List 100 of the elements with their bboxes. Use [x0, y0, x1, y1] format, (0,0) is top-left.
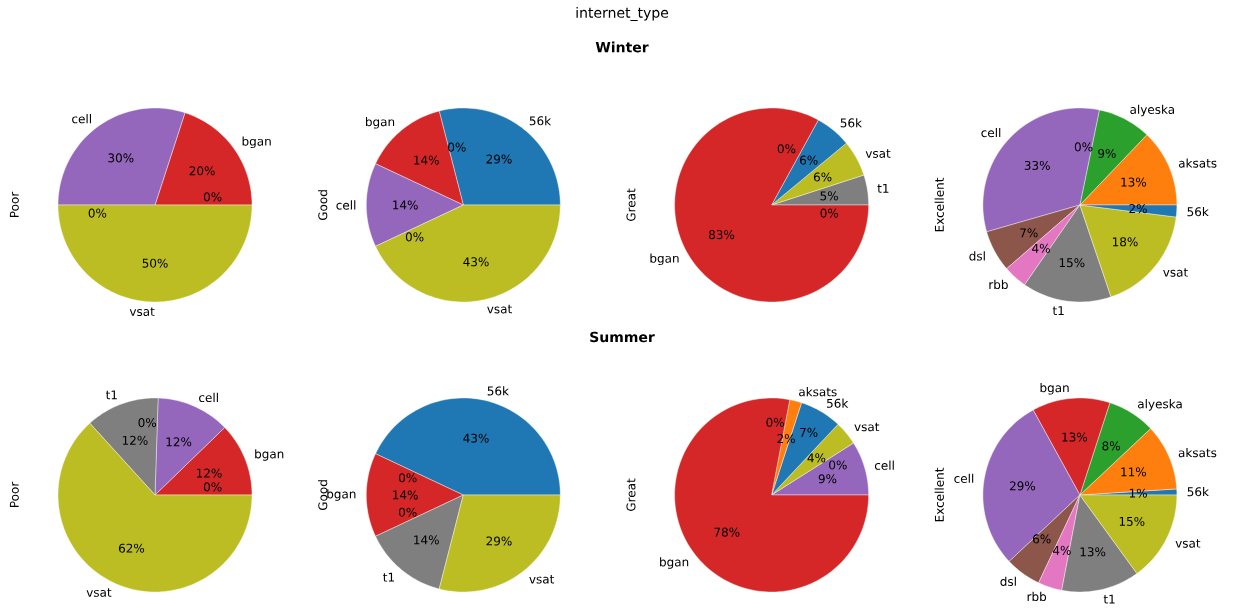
text: Great — [626, 478, 636, 512]
data-label: 4% — [1052, 545, 1071, 555]
slice-label: vsat — [529, 575, 555, 584]
slice-label: alyeska — [1130, 104, 1174, 117]
slice-label: bgan — [255, 449, 284, 461]
text: 0% — [405, 232, 424, 242]
data-label: 8% — [1102, 441, 1120, 451]
slice-label: bgan — [365, 116, 395, 129]
data-label: 6% — [800, 155, 818, 165]
slice-label: t1 — [105, 390, 117, 400]
data-label: 4% — [807, 453, 826, 463]
data-label: 14% — [393, 200, 418, 210]
text: Excellent — [934, 467, 944, 522]
slice-label: t1 — [1103, 594, 1115, 604]
data-label: 15% — [1059, 258, 1085, 268]
text: 0% — [203, 192, 222, 202]
data-label: 43% — [463, 257, 489, 267]
text: Good — [318, 480, 328, 511]
data-label: 12% — [122, 435, 148, 445]
data-label: 14% — [393, 490, 418, 500]
slice-label: cell — [981, 127, 1001, 138]
slice-label: vsat — [854, 422, 880, 432]
data-label: 50% — [142, 258, 168, 268]
text: 0% — [448, 142, 466, 152]
slice-label: bgan — [650, 253, 679, 266]
data-label: 6% — [1033, 534, 1051, 544]
slice-label: bgan — [660, 557, 689, 569]
text: 0% — [1074, 142, 1093, 152]
slice-label: 56k — [827, 398, 849, 408]
slice-label: bgan — [327, 489, 356, 501]
text: 0% — [829, 460, 847, 470]
text: 0% — [138, 418, 157, 428]
text: Poor — [9, 481, 19, 508]
slice-label: aksats — [1178, 447, 1217, 458]
slice-label: vsat — [865, 149, 891, 158]
data-label: 13% — [1080, 547, 1106, 557]
slice-label: cell — [72, 114, 91, 124]
data-label: 18% — [1112, 237, 1138, 247]
slice-label: cell — [874, 460, 894, 470]
slice-label: t1 — [877, 183, 889, 193]
text: Poor — [9, 191, 19, 218]
data-label: 43% — [463, 433, 489, 443]
data-label: 12% — [196, 468, 222, 478]
text: Great — [626, 188, 636, 222]
text: 0% — [820, 208, 839, 218]
slice-label: rbb — [1027, 591, 1047, 602]
data-label: 33% — [1024, 160, 1050, 171]
text: Winter — [595, 41, 649, 53]
data-label: 7% — [800, 427, 818, 437]
text: 0% — [777, 144, 796, 154]
slice-label: t1 — [383, 572, 394, 582]
data-label: 20% — [189, 166, 215, 176]
slice-label: aksats — [799, 387, 837, 397]
text: 0% — [88, 208, 107, 218]
data-label: 62% — [118, 543, 145, 553]
text: 0% — [203, 482, 222, 492]
slice-label: 56k — [1187, 206, 1209, 217]
data-label: 29% — [486, 536, 512, 546]
data-label: 29% — [1009, 481, 1036, 491]
data-label: 11% — [1121, 467, 1146, 477]
data-label: 12% — [166, 437, 192, 447]
slice-label: vsat — [1175, 539, 1201, 548]
slice-label: rbb — [989, 279, 1008, 290]
slice-label: alyeska — [1137, 399, 1182, 411]
text: 0% — [398, 473, 417, 483]
slice-label: vsat — [129, 307, 155, 316]
data-label: 9% — [1098, 148, 1116, 158]
slice-label: dsl — [969, 251, 985, 261]
slice-label: vsat — [1163, 268, 1188, 277]
data-label: 6% — [813, 172, 832, 182]
data-label: 9% — [818, 474, 837, 484]
data-label: 4% — [1032, 243, 1050, 253]
text: Summer — [590, 331, 655, 343]
data-label: 14% — [414, 535, 439, 545]
text: Good — [318, 190, 328, 221]
slice-label: cell — [954, 473, 974, 483]
slice-label: 56k — [840, 118, 862, 128]
text: Excellent — [934, 177, 944, 232]
data-label: 13% — [1062, 432, 1088, 442]
slice-label: bgan — [242, 136, 271, 149]
slice-label: t1 — [1052, 306, 1064, 316]
slice-label: cell — [199, 392, 218, 403]
slice-label: cell — [336, 200, 356, 210]
slice-label: vsat — [487, 304, 512, 314]
data-label: 13% — [1121, 177, 1147, 187]
data-label: 78% — [714, 527, 740, 537]
data-label: 83% — [709, 230, 735, 240]
slice-label: 56k — [487, 386, 509, 396]
data-label: 2% — [1129, 204, 1147, 214]
slice-label: dsl — [1000, 576, 1016, 586]
slice-label: aksats — [1178, 158, 1217, 168]
data-label: 5% — [820, 191, 838, 201]
slice-label: vsat — [86, 588, 112, 597]
data-label: 15% — [1119, 516, 1145, 526]
data-label: 7% — [1020, 228, 1038, 238]
text: 0% — [398, 507, 417, 517]
data-label: 30% — [108, 153, 134, 163]
text: 0% — [766, 417, 785, 427]
text: internet_type — [576, 7, 669, 21]
slice-label: bgan — [1040, 382, 1069, 395]
